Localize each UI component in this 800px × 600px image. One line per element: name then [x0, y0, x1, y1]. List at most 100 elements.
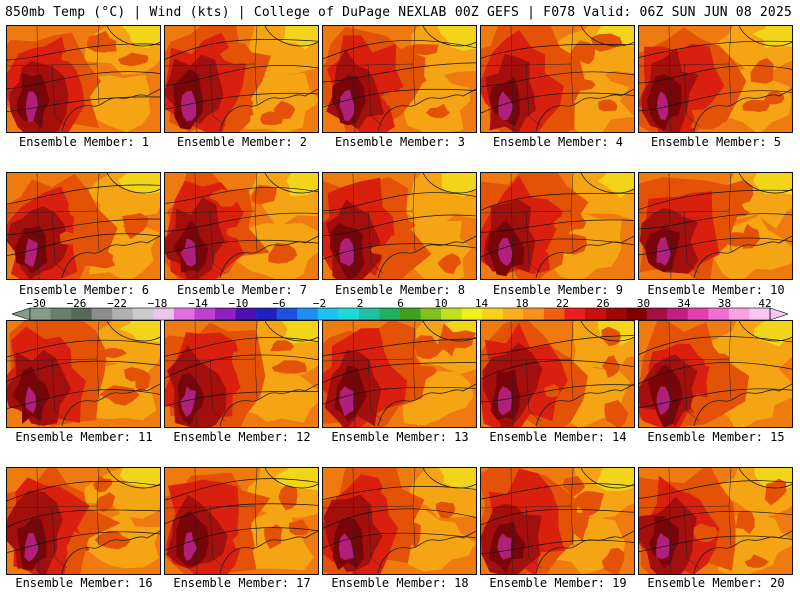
temperature-field-map: [481, 468, 634, 574]
header-title: 850mb Temp (°C) | Wind (kts) | College o…: [5, 5, 447, 20]
colorbar-swatch: [461, 308, 483, 320]
colorbar-swatch: [523, 308, 545, 320]
ensemble-member-label: Ensemble Member: 7: [176, 283, 308, 297]
colorbar-swatch: [400, 308, 421, 320]
temperature-field-map: [7, 173, 160, 279]
colorbar-swatch: [708, 308, 730, 320]
colorbar-tick-label: 18: [515, 297, 529, 310]
temperature-colorbar: [12, 307, 788, 321]
ensemble-member-label: Ensemble Member: 11: [15, 430, 153, 444]
ensemble-member-label: Ensemble Member: 10: [647, 283, 785, 297]
ensemble-map-panel: [164, 320, 319, 428]
ensemble-member-label: Ensemble Member: 15: [647, 430, 785, 444]
ensemble-member-label: Ensemble Member: 20: [647, 576, 785, 590]
colorbar-swatch: [646, 308, 668, 320]
temperature-field-map: [165, 173, 318, 279]
colorbar-tick-label: 26: [596, 297, 610, 310]
colorbar-tick-label: 10: [434, 297, 448, 310]
colorbar-tick-label: −30: [26, 297, 46, 310]
ensemble-map-panel: [322, 467, 477, 575]
ensemble-member-label: Ensemble Member: 4: [492, 135, 624, 149]
colorbar-tick-label: −6: [272, 297, 286, 310]
colorbar-swatch: [91, 308, 113, 320]
ensemble-member-label: Ensemble Member: 3: [334, 135, 466, 149]
ensemble-map-panel: [322, 25, 477, 133]
ensemble-map-panel: [164, 172, 319, 280]
ensemble-map-panel: [638, 320, 793, 428]
colorbar-swatch: [132, 308, 154, 320]
header-run-info: 00Z GEFS | F078 Valid: 06Z SUN JUN 08 20…: [454, 5, 792, 20]
ensemble-map-panel: [480, 172, 635, 280]
colorbar-swatch: [687, 308, 709, 320]
colorbar-swatch: [256, 308, 277, 320]
temperature-field-map: [639, 26, 792, 132]
colorbar-tick-label: −22: [107, 297, 127, 310]
colorbar-swatch: [358, 308, 380, 320]
ensemble-map-panel: [6, 25, 161, 133]
temperature-field-map: [7, 26, 160, 132]
temperature-field-map: [7, 321, 160, 427]
colorbar-swatch: [605, 308, 627, 320]
ensemble-map-panel: [480, 320, 635, 428]
temperature-field-map: [7, 468, 160, 574]
colorbar-tick-label: −26: [66, 297, 87, 310]
colorbar-tick-label: −10: [228, 297, 249, 310]
ensemble-member-label: Ensemble Member: 9: [492, 283, 624, 297]
colorbar-swatch: [420, 308, 442, 320]
colorbar-tick-label: 22: [555, 297, 570, 310]
colorbar-tick-label: 34: [677, 297, 691, 310]
ensemble-member-label: Ensemble Member: 2: [176, 135, 308, 149]
colorbar-swatch: [30, 308, 51, 320]
temperature-field-map: [165, 26, 318, 132]
temperature-field-map: [639, 468, 792, 574]
ensemble-member-label: Ensemble Member: 18: [331, 576, 469, 590]
colorbar-swatch: [543, 308, 565, 320]
temperature-field-map: [481, 173, 634, 279]
colorbar-swatch: [585, 308, 606, 320]
ensemble-map-panel: [6, 172, 161, 280]
temperature-field-map: [639, 173, 792, 279]
colorbar-swatch: [173, 308, 195, 320]
colorbar-swatch: [502, 308, 524, 320]
ensemble-member-label: Ensemble Member: 19: [489, 576, 627, 590]
colorbar-swatch: [338, 308, 360, 320]
colorbar-tick-label: 2: [356, 297, 364, 310]
ensemble-map-panel: [6, 467, 161, 575]
colorbar-swatch: [626, 308, 647, 320]
colorbar-swatch: [667, 308, 689, 320]
colorbar-right-arrow: [769, 307, 788, 321]
temperature-field-map: [323, 321, 476, 427]
colorbar-border: [29, 307, 771, 321]
ensemble-member-label: Ensemble Member: 17: [173, 576, 311, 590]
ensemble-member-label: Ensemble Member: 8: [334, 283, 466, 297]
ensemble-map-panel: [322, 320, 477, 428]
ensemble-map-panel: [480, 25, 635, 133]
colorbar-swatch: [153, 308, 175, 320]
ensemble-map-panel: [164, 467, 319, 575]
colorbar-swatch: [441, 308, 462, 320]
colorbar-swatch: [379, 308, 401, 320]
colorbar-swatch: [235, 308, 257, 320]
colorbar-swatch: [749, 308, 771, 320]
colorbar-swatch: [112, 308, 134, 320]
temperature-field-map: [323, 26, 476, 132]
colorbar-tick-label: −18: [147, 297, 168, 310]
colorbar-swatch: [482, 308, 504, 320]
temperature-field-map: [639, 321, 792, 427]
ensemble-map-panel: [6, 320, 161, 428]
colorbar-swatch: [276, 308, 298, 320]
colorbar-tick-label: −2: [312, 297, 327, 310]
ensemble-map-panel: [322, 172, 477, 280]
ensemble-map-panel: [638, 172, 793, 280]
colorbar-tick-label: 30: [636, 297, 651, 310]
colorbar-tick-label: 14: [474, 297, 489, 310]
colorbar-swatch: [194, 308, 216, 320]
ensemble-map-panel: [164, 25, 319, 133]
ensemble-member-label: Ensemble Member: 16: [15, 576, 153, 590]
colorbar-swatch: [215, 308, 236, 320]
ensemble-map-panel: [480, 467, 635, 575]
ensemble-member-label: Ensemble Member: 5: [650, 135, 782, 149]
colorbar-swatch: [71, 308, 92, 320]
temperature-field-map: [165, 321, 318, 427]
ensemble-member-label: Ensemble Member: 14: [489, 430, 627, 444]
